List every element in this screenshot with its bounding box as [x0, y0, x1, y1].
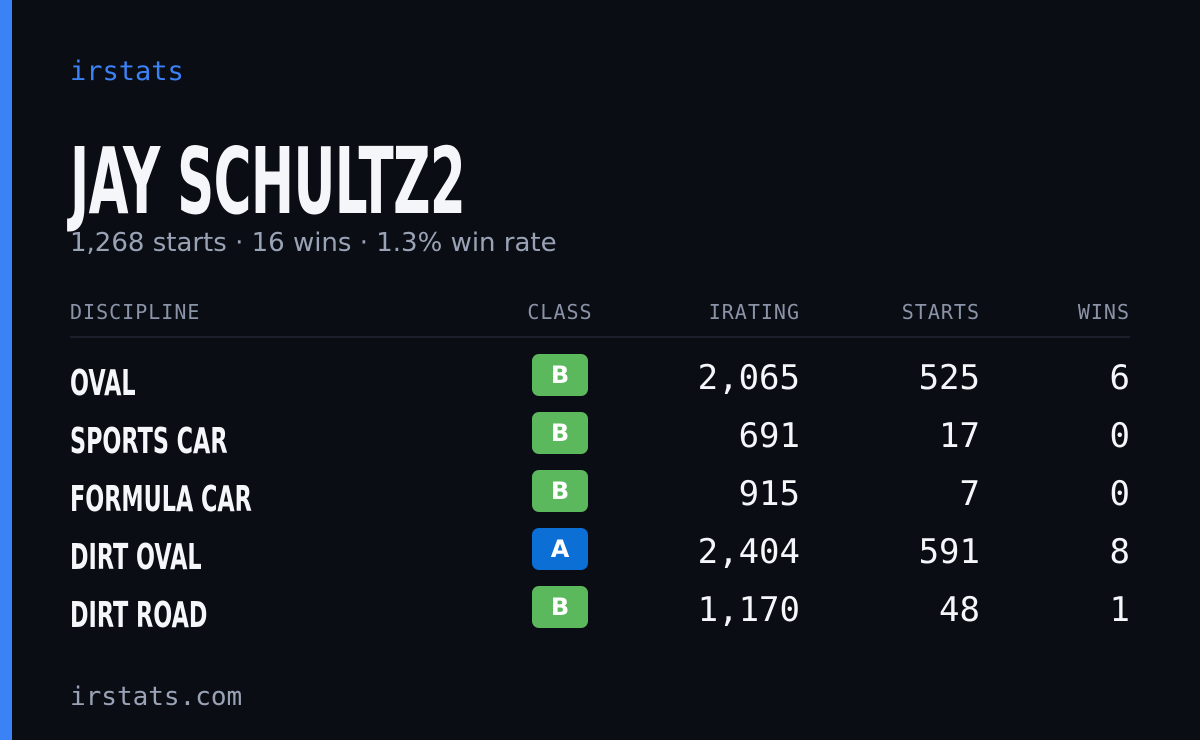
column-header: STARTS	[901, 300, 980, 324]
brand: irstats	[70, 56, 184, 87]
column-header: IRATING	[708, 300, 800, 324]
irating: 691	[738, 416, 800, 456]
wins: 6	[1109, 358, 1130, 398]
discipline: FORMULA CAR	[70, 479, 252, 520]
starts: 525	[918, 358, 980, 398]
starts: 17	[939, 416, 980, 456]
class-badge: B	[532, 412, 588, 454]
discipline: DIRT OVAL	[70, 537, 202, 578]
irating: 1,170	[697, 590, 800, 630]
starts: 591	[918, 532, 980, 572]
class-badge: B	[532, 586, 588, 628]
summary: 1,268 starts · 16 wins · 1.3% win rate	[70, 228, 557, 258]
class-badge: B	[532, 354, 588, 396]
discipline: DIRT ROAD	[70, 595, 208, 636]
wins: 1	[1109, 590, 1130, 630]
column-header: CLASS	[527, 300, 593, 324]
column-header: DISCIPLINE	[70, 300, 201, 324]
wins: 8	[1109, 532, 1130, 572]
header-rule	[70, 336, 1130, 338]
wins: 0	[1109, 474, 1130, 514]
accent-bar	[0, 0, 12, 740]
column-header: WINS	[1077, 300, 1130, 324]
irating: 2,065	[697, 358, 800, 398]
irating: 915	[738, 474, 800, 514]
irating: 2,404	[697, 532, 800, 572]
discipline: OVAL	[70, 363, 136, 404]
class-badge: B	[532, 470, 588, 512]
footer-link: irstats.com	[70, 682, 243, 712]
starts: 7	[959, 474, 980, 514]
starts: 48	[939, 590, 980, 630]
driver-name: JAY SCHULTZ2	[70, 128, 466, 235]
class-badge: A	[532, 528, 588, 570]
discipline: SPORTS CAR	[70, 421, 228, 462]
wins: 0	[1109, 416, 1130, 456]
